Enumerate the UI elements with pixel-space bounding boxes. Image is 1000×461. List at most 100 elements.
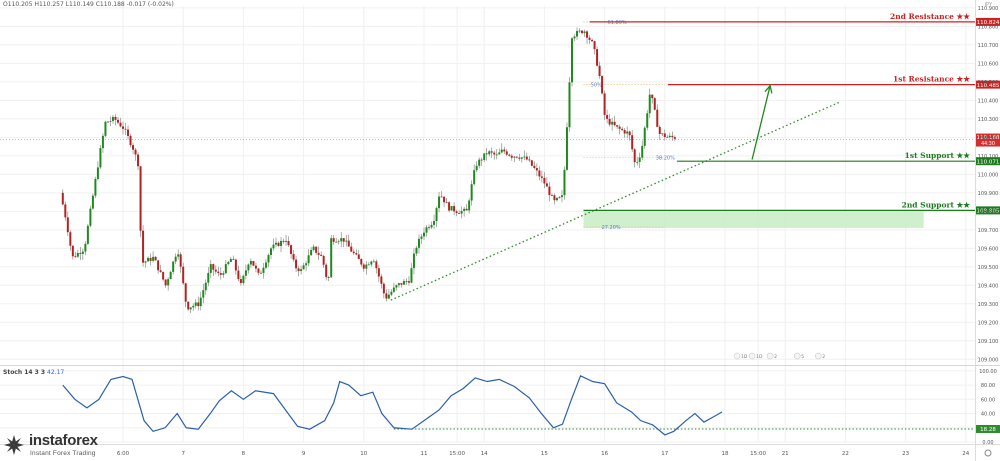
candle-body	[616, 125, 619, 127]
fib-label: 27.20%	[602, 225, 621, 231]
resistance-label: 1st Resistance ★★	[893, 75, 971, 84]
candle-body	[581, 30, 584, 34]
candle-body	[483, 153, 486, 160]
candle-body	[410, 268, 413, 283]
candle-body	[129, 135, 132, 146]
time-tick-label: 24	[962, 451, 969, 457]
candle-body	[252, 261, 255, 266]
candle-body	[340, 238, 343, 242]
candle-body	[61, 192, 64, 205]
candle-body	[202, 290, 205, 298]
candle-body	[124, 128, 127, 130]
candle-body	[510, 155, 513, 158]
candle-body	[533, 165, 536, 169]
candle-body	[515, 156, 518, 158]
price-tag-text: 110.071	[977, 159, 1000, 165]
candle-body	[443, 196, 446, 203]
candle-body	[287, 240, 290, 246]
candle-body	[468, 200, 471, 211]
oscillator-name: Stoch 14 3 3	[3, 369, 46, 376]
candle-body	[586, 31, 589, 38]
candle-body	[445, 202, 448, 204]
price-tag-text: 110.824	[977, 20, 1000, 26]
candle-body	[563, 169, 566, 196]
candle-body	[455, 211, 458, 214]
candle-body	[332, 238, 335, 242]
candle-body	[480, 159, 483, 161]
candle-body	[229, 258, 232, 262]
candle-body	[147, 257, 150, 262]
candle-body	[157, 260, 160, 271]
price-tick-label: 110.200	[978, 135, 999, 141]
candle-body	[152, 256, 155, 261]
candle-body	[322, 255, 325, 265]
current-price-text: 110.188	[977, 135, 1000, 141]
candle-body	[433, 221, 436, 225]
resistance-label: 2nd Resistance ★★	[890, 12, 971, 21]
candle-body	[458, 213, 461, 214]
candle-body	[312, 246, 315, 250]
oscillator-legend: Stoch 14 3 3 42.17	[3, 369, 64, 376]
candle-body	[370, 261, 373, 265]
candle-body	[355, 253, 358, 255]
candle-body	[500, 149, 503, 153]
price-tick-label: 109.700	[978, 228, 999, 234]
price-tick-label: 109.000	[978, 357, 999, 363]
candle-body	[285, 240, 288, 242]
candle-body	[648, 94, 651, 114]
support-label: 2nd Support ★★	[902, 200, 972, 209]
candle-body	[76, 252, 79, 257]
candle-body	[628, 131, 631, 136]
candle-body	[300, 269, 303, 272]
candle-body	[302, 265, 305, 270]
candle-body	[101, 135, 104, 149]
candle-body	[663, 133, 666, 138]
candle-body	[177, 254, 180, 257]
logo-icon	[4, 435, 24, 455]
fib-label: 50%	[591, 83, 602, 89]
price-tick-label: 110.400	[978, 98, 999, 104]
candle-body	[513, 156, 516, 158]
candle-body	[558, 197, 561, 198]
candle-body	[465, 208, 468, 211]
candle-body	[109, 120, 112, 122]
candle-body	[275, 242, 278, 245]
candle-body	[402, 281, 405, 285]
candle-body	[488, 151, 491, 155]
candle-body	[234, 259, 237, 271]
candle-body	[380, 276, 383, 284]
current-price-tag	[976, 133, 1000, 147]
candle-body	[636, 161, 639, 163]
price-tick-label: 109.600	[978, 246, 999, 252]
price-tick-label: 110.600	[978, 61, 999, 67]
candle-body	[568, 82, 571, 128]
price-tick-label: 109.400	[978, 283, 999, 289]
candle-body	[139, 166, 142, 231]
event-marker-label: 2	[774, 354, 777, 360]
candle-body	[325, 264, 328, 278]
candle-body	[438, 196, 441, 209]
candle-body	[280, 240, 283, 246]
candle-body	[473, 170, 476, 185]
candle-body	[204, 282, 207, 291]
candle-body	[390, 291, 393, 295]
logo-tagline: Instant Forex Trading	[30, 450, 96, 457]
candle-body	[656, 109, 659, 127]
price-tick-label: 110.800	[978, 24, 999, 30]
candle-body	[397, 283, 400, 286]
candle-body	[565, 127, 568, 170]
price-tick-label: 109.500	[978, 265, 999, 271]
price-tick-label: 110.700	[978, 43, 999, 49]
candle-body	[254, 265, 257, 269]
time-tick-label: 9	[302, 451, 306, 457]
candle-body	[122, 126, 124, 129]
candle-body	[327, 277, 330, 278]
price-tick-label: 110.000	[978, 172, 999, 178]
event-marker-label: 1D	[756, 354, 763, 360]
candle-body	[315, 246, 318, 253]
event-marker-label: 1D	[741, 354, 748, 360]
candle-body	[79, 252, 82, 254]
candle-body	[262, 267, 265, 273]
